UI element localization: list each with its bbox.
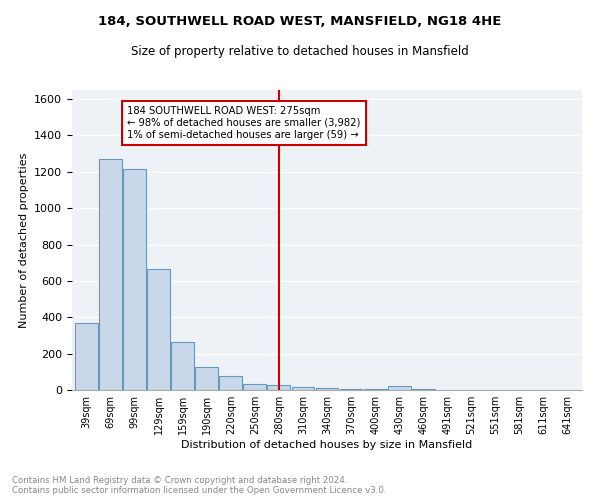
Text: 184, SOUTHWELL ROAD WEST, MANSFIELD, NG18 4HE: 184, SOUTHWELL ROAD WEST, MANSFIELD, NG1… <box>98 15 502 28</box>
Bar <box>340 388 362 390</box>
Text: Contains HM Land Registry data © Crown copyright and database right 2024.
Contai: Contains HM Land Registry data © Crown c… <box>12 476 386 495</box>
Bar <box>123 169 146 390</box>
Bar <box>244 384 266 390</box>
Bar <box>268 386 290 390</box>
Bar <box>171 342 194 390</box>
Bar <box>75 322 98 390</box>
Bar <box>364 389 386 390</box>
Text: 184 SOUTHWELL ROAD WEST: 275sqm
← 98% of detached houses are smaller (3,982)
1% : 184 SOUTHWELL ROAD WEST: 275sqm ← 98% of… <box>127 106 361 140</box>
Bar <box>220 376 242 390</box>
Bar <box>99 159 122 390</box>
Y-axis label: Number of detached properties: Number of detached properties <box>19 152 29 328</box>
Bar <box>195 368 218 390</box>
Text: Size of property relative to detached houses in Mansfield: Size of property relative to detached ho… <box>131 45 469 58</box>
X-axis label: Distribution of detached houses by size in Mansfield: Distribution of detached houses by size … <box>181 440 473 450</box>
Bar <box>147 269 170 390</box>
Bar <box>316 388 338 390</box>
Bar <box>388 386 410 390</box>
Bar <box>292 386 314 390</box>
